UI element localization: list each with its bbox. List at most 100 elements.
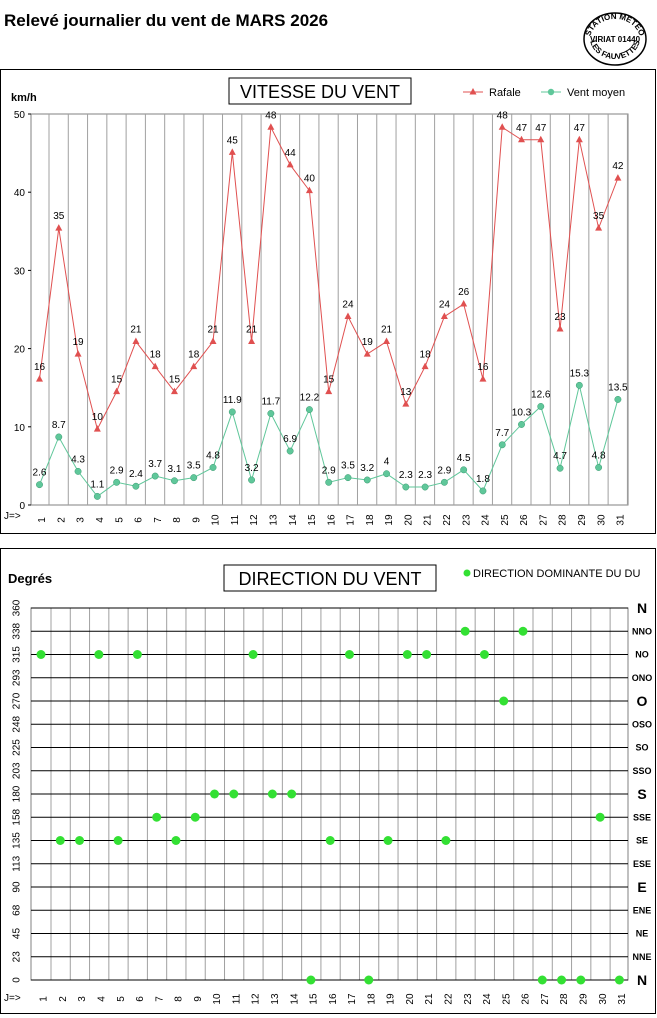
rafale-data-label: 21 [207, 325, 219, 336]
x-tick-label: 19 [384, 514, 395, 526]
rafale-data-label: 15 [111, 375, 123, 386]
y-tick-label: 0 [19, 501, 25, 512]
direction-point [518, 626, 528, 636]
vent-moyen-point [36, 481, 43, 489]
vent-moyen-point [421, 483, 429, 491]
x-tick-label: 11 [230, 514, 241, 525]
vent-moyen-point [286, 447, 294, 455]
y-tick-label: 0 [12, 977, 23, 983]
rafale-data-label: 47 [535, 123, 547, 134]
x-tick-label: 13 [269, 514, 280, 526]
rafale-data-label: 42 [612, 161, 624, 172]
x-tick-label: 13 [270, 993, 281, 1005]
y-tick-label: 40 [14, 188, 26, 199]
rafale-data-label: 35 [593, 211, 605, 222]
x-tick-label: 5 [114, 517, 125, 523]
direction-label: OSO [632, 719, 652, 729]
chart-title: DIRECTION DU VENT [238, 569, 421, 589]
direction-point [306, 975, 316, 985]
direction-point [94, 650, 104, 659]
rafale-data-label: 10 [92, 412, 104, 423]
vent-moyen-data-label: 1.8 [476, 474, 490, 485]
vent-moyen-point [171, 477, 178, 485]
vent-moyen-point [344, 474, 352, 482]
y-tick-label: 113 [12, 855, 23, 871]
x-tick-label: 31 [616, 514, 627, 526]
x-tick-label: 2 [56, 517, 67, 523]
rafale-data-label: 44 [285, 148, 297, 159]
x-tick-label: 14 [289, 993, 300, 1005]
y-tick-label: 203 [12, 762, 23, 779]
legend-label-vent-moyen: Vent moyen [567, 87, 625, 99]
rafale-point [460, 300, 468, 307]
vent-moyen-data-label: 2.3 [418, 470, 432, 481]
direction-point [36, 650, 46, 659]
vent-moyen-point [209, 464, 217, 471]
vent-moyen-point [248, 476, 256, 484]
legend-marker-vent-moyen [547, 88, 555, 96]
rafale-data-label: 24 [439, 300, 451, 311]
x-tick-label: 25 [500, 514, 511, 526]
x-tick-label: 28 [558, 514, 569, 526]
direction-point [557, 975, 567, 985]
rafale-point [305, 186, 313, 194]
direction-point [422, 650, 432, 659]
x-tick-label: 21 [424, 993, 435, 1005]
wind-direction-panel: 0 N 23 NNE 45 NE 68 ENE 90 E 113 ESE 135 SE 158 SSE 180 S… [0, 548, 656, 1014]
vent-moyen-data-label: 11.7 [261, 397, 280, 408]
x-tick-label: 1 [39, 996, 50, 1002]
page-title: Relevé journalier du vent de MARS 2026 [4, 11, 329, 30]
rafale-point [36, 375, 43, 382]
x-tick-label: 17 [347, 993, 358, 1005]
x-tick-label: 26 [521, 993, 532, 1005]
vent-moyen-data-label: 11.9 [223, 395, 242, 406]
x-tick-label: 23 [463, 993, 474, 1005]
rafale-point [286, 160, 294, 168]
vent-moyen-data-label: 4.3 [71, 454, 85, 465]
y-tick-label: 68 [12, 904, 23, 916]
rafale-point [614, 174, 622, 181]
x-tick-label: 28 [559, 993, 570, 1005]
direction-point [248, 650, 258, 659]
x-tick-label: 18 [366, 993, 377, 1005]
vent-moyen-data-label: 12.2 [300, 393, 320, 404]
direction-label: SSO [632, 766, 651, 776]
vent-moyen-data-label: 12.6 [531, 389, 551, 400]
rafale-data-label: 13 [400, 387, 412, 398]
rafale-data-label: 24 [342, 300, 354, 311]
y-tick-label: 158 [12, 808, 23, 825]
direction-point [614, 975, 624, 985]
x-tick-label: 22 [444, 993, 455, 1005]
rafale-point [344, 312, 352, 320]
vent-moyen-data-label: 4.8 [592, 450, 606, 461]
y-tick-label: 248 [12, 715, 23, 732]
direction-label: NO [635, 650, 649, 660]
direction-point [210, 789, 220, 799]
vent-moyen-point [93, 492, 101, 500]
rafale-point [537, 135, 545, 143]
x-tick-label: 30 [596, 514, 607, 526]
vent-moyen-point [325, 478, 333, 486]
rafale-point [248, 337, 256, 345]
direction-point [287, 789, 297, 799]
y-tick-label: 45 [12, 928, 23, 940]
vent-moyen-point [498, 441, 506, 449]
x-tick-label: 27 [538, 514, 549, 526]
y-tick-label: 90 [12, 881, 23, 893]
vent-moyen-point [363, 476, 371, 484]
vent-moyen-point [151, 472, 159, 480]
rafale-point [55, 224, 63, 231]
rafale-point [383, 337, 391, 345]
direction-point [479, 650, 489, 659]
rafale-data-label: 23 [554, 312, 566, 323]
x-tick-label: 9 [193, 996, 204, 1002]
logo-text-middle: VIRIAT 01440 [590, 35, 641, 44]
vent-moyen-point [190, 474, 198, 482]
rafale-point [518, 135, 525, 143]
direction-point [499, 696, 509, 706]
direction-label: O [637, 693, 648, 709]
x-tick-label: 12 [251, 993, 262, 1005]
vent-moyen-data-label: 2.3 [399, 470, 413, 481]
rafale-data-label: 45 [227, 135, 239, 146]
direction-label: ESE [633, 859, 651, 869]
